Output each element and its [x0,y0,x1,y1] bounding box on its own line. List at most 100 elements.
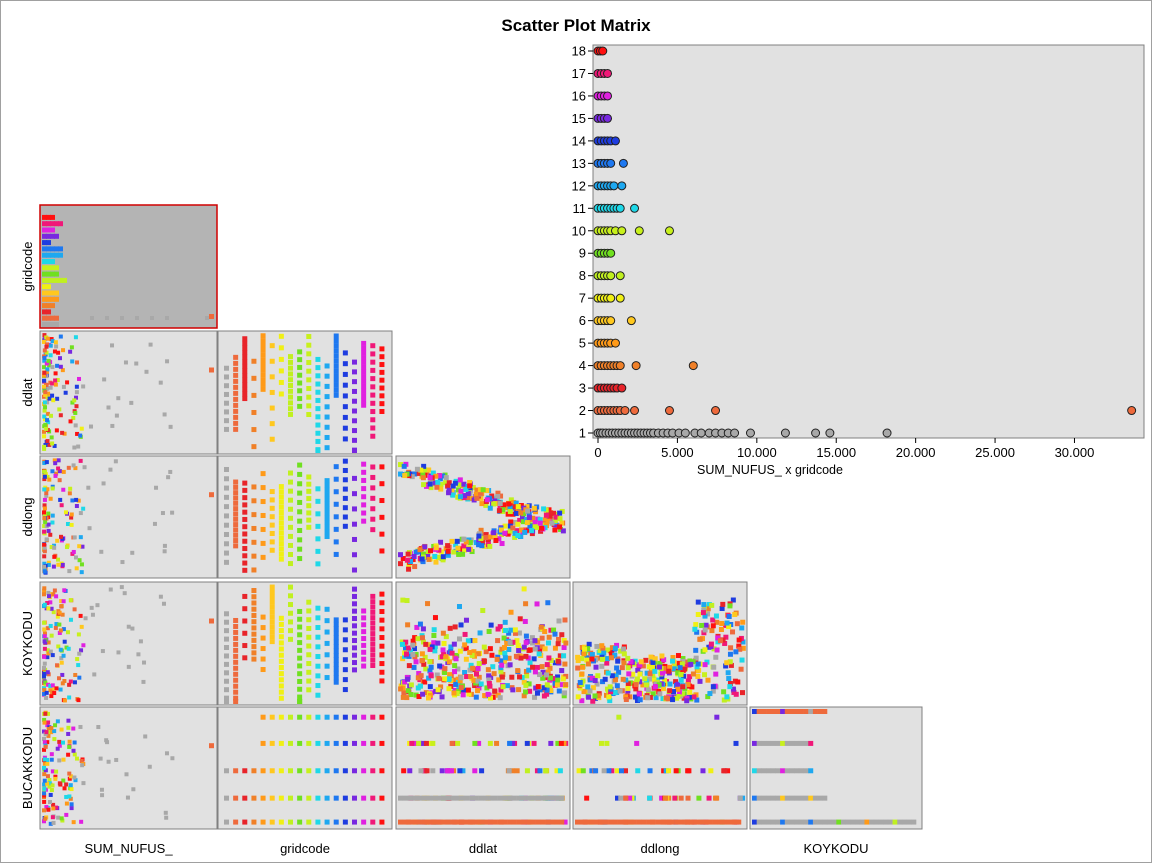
data-point [514,528,520,534]
data-point [734,621,740,627]
data-point [66,646,71,651]
data-point [74,395,79,400]
data-point [260,795,266,801]
data-point [727,603,733,609]
x-tick-label: 0 [594,445,601,460]
data-point [50,265,55,271]
data-point [333,476,339,482]
data-point [90,316,94,320]
data-point [770,740,776,746]
data-point [269,714,275,720]
data-point [79,426,84,431]
data-point [576,768,582,774]
data-point [475,665,481,671]
data-point [42,400,47,405]
data-point [435,687,441,693]
data-point [62,639,67,644]
data-point [612,652,618,658]
data-point [766,819,772,825]
data-point [440,819,446,825]
data-point [911,819,917,825]
data-point [756,795,762,801]
data-point [526,667,532,673]
data-point [260,819,266,825]
data-point [775,819,781,825]
data-point [45,757,50,762]
data-point [251,512,257,518]
data-point [510,687,516,693]
data-point [450,492,456,498]
data-point [54,265,59,271]
data-point [379,714,385,720]
data-point [224,374,229,380]
data-point [224,795,229,801]
data-point [361,636,367,642]
data-point [584,819,590,825]
data-point [67,682,72,687]
data-point [147,764,152,769]
data-point [42,561,47,566]
data-point [260,338,266,344]
data-point [251,768,257,774]
data-point [859,819,865,825]
data-point [798,740,804,746]
data-point [628,658,634,664]
data-point [695,599,701,605]
data-point [352,630,357,636]
data-point [431,633,437,639]
data-point [705,606,711,612]
data-point [559,632,565,638]
data-point [50,271,55,277]
data-point [269,405,275,411]
data-point [72,775,77,780]
data-point [120,316,124,320]
data-point [352,608,357,614]
data-point [487,646,493,652]
data-point [324,714,330,720]
data-point [812,795,818,801]
data-point [671,694,677,700]
data-point [297,655,303,661]
data-point [532,520,538,526]
data-point [370,819,376,825]
data-point [224,494,229,500]
data-point [297,632,303,638]
data-point [242,630,248,636]
data-point [42,384,46,389]
data-point [144,369,149,374]
data-point [68,486,73,491]
data-point [42,365,47,370]
data-point [370,409,376,415]
data-point [657,691,663,697]
data-point [417,621,423,627]
row-label-bucakkodu: BUCAKKODU [20,727,35,809]
data-point [615,293,625,303]
data-point [498,493,504,499]
data-point [352,448,357,453]
data-point [427,692,433,698]
data-point [817,795,823,801]
data-point [718,626,724,632]
data-point [507,795,513,801]
data-point [233,396,239,402]
data-point [508,609,514,615]
data-point [86,485,91,490]
data-point [42,620,47,625]
data-point [57,407,62,412]
data-point [469,819,475,825]
data-point [539,525,545,531]
data-point [46,391,51,396]
data-point [623,795,629,801]
data-point [278,333,284,339]
data-point [251,484,257,490]
data-point [42,296,47,302]
data-point [278,551,284,557]
data-point [446,659,452,665]
data-point [527,523,533,529]
data-point [623,677,629,683]
data-point [557,653,563,659]
data-point [278,345,284,351]
data-point [342,795,348,801]
data-point [448,768,454,774]
data-point [315,365,321,371]
